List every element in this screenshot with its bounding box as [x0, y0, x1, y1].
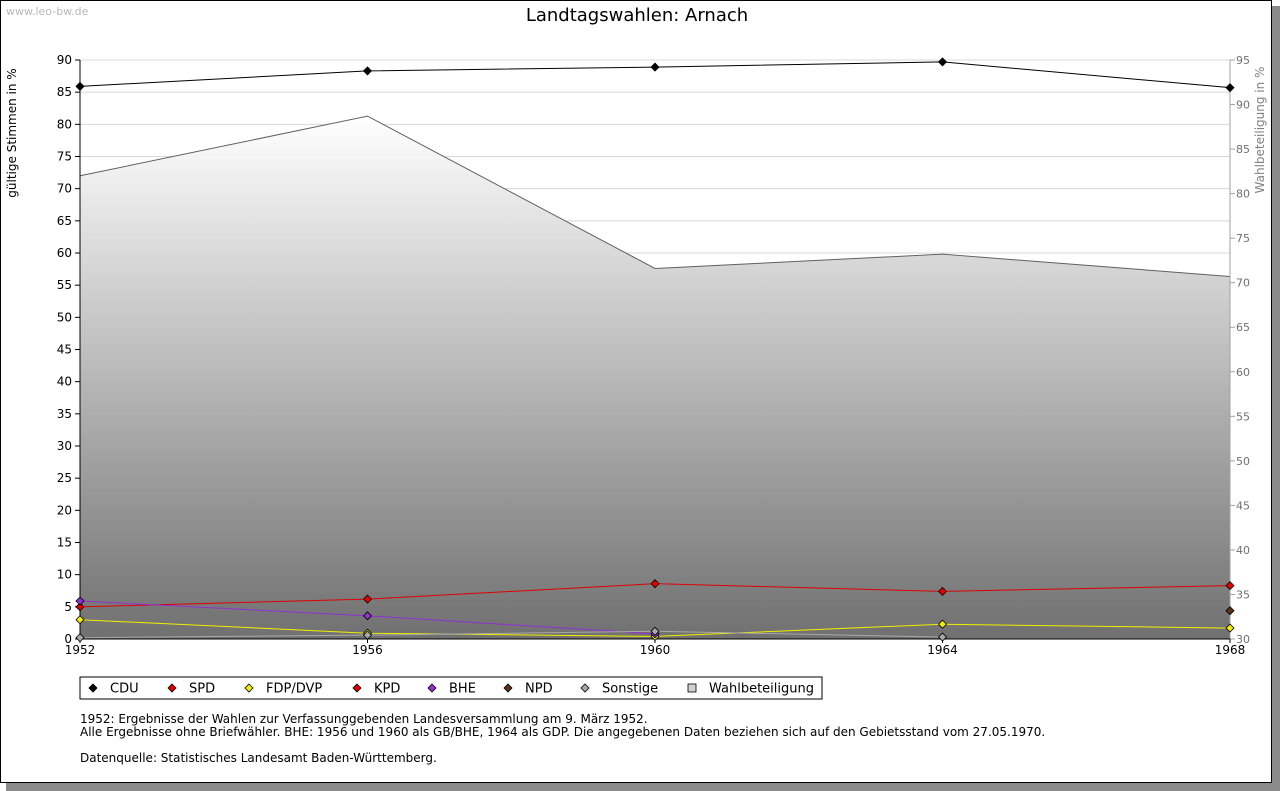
y-tick-label: 45: [57, 343, 72, 357]
footnotes: 1952: Ergebnisse der Wahlen zur Verfassu…: [80, 713, 1045, 765]
frame-shadow-right: [1272, 6, 1280, 791]
legend-marker-fdp-dvp: [244, 683, 254, 693]
y-tick-label: 30: [57, 439, 72, 453]
y-tick-label: 35: [57, 407, 72, 421]
y2-tick-label: 40: [1236, 544, 1250, 557]
watermark: www.leo-bw.de: [6, 5, 89, 18]
y-tick-label: 5: [64, 600, 72, 614]
point-fdp-dvp: [937, 619, 948, 629]
y-axis-label: gültige Stimmen in %: [5, 68, 19, 197]
y2-tick-label: 50: [1236, 455, 1250, 468]
series-line-sonstige: [79, 630, 943, 639]
turnout-area-fill: [80, 116, 1230, 639]
legend-label-wahlbeteiligung: Wahlbeteiligung: [709, 682, 814, 697]
point-spd: [650, 579, 660, 589]
footnote-source: Datenquelle: Statistisches Landesamt Bad…: [80, 751, 437, 765]
y-tick-label: 25: [57, 471, 72, 485]
y2-tick-label: 30: [1236, 633, 1250, 646]
y-tick-label: 50: [57, 310, 72, 324]
frame-shadow-bottom: [6, 783, 1280, 791]
y-tick-label: 80: [57, 117, 72, 131]
legend-label-npd: NPD: [525, 682, 553, 697]
y-tick-label: 20: [57, 503, 72, 517]
point-sonstige: [75, 633, 85, 643]
legend-label-spd: SPD: [189, 682, 215, 697]
y2-tick-label: 45: [1236, 499, 1250, 512]
x-tick-label: 1960: [640, 643, 671, 657]
y2-tick-label: 55: [1236, 410, 1250, 423]
x-tick-label: 1952: [65, 643, 96, 657]
y2-tick-label: 70: [1236, 277, 1250, 290]
legend-marker-kpd: [352, 683, 362, 693]
y2-tick-label: 65: [1236, 321, 1250, 334]
y-tick-label: 55: [57, 278, 72, 292]
axes: 0 5 10 15 20 25 30 35 40 45 50 55 60 65 70 75 80 85 90 30 35…: [57, 53, 1250, 657]
point-spd: [75, 602, 85, 612]
legend-marker-wahlbeteiligung: [687, 683, 697, 693]
legend-label-fdp-dvp: FDP/DVP: [266, 682, 322, 697]
y-tick-label: 70: [57, 182, 72, 196]
legend-marker-bhe: [427, 683, 437, 693]
point-npd: [1225, 606, 1235, 616]
x-tick-label: 1968: [1215, 643, 1246, 657]
legend-label-bhe: BHE: [449, 682, 476, 697]
point-sonstige: [362, 630, 373, 640]
legend-label-sonstige: Sonstige: [602, 682, 658, 697]
footnote-general: Alle Ergebnisse ohne Briefwähler. BHE: 1…: [80, 725, 1046, 739]
point-fdp-dvp: [75, 615, 85, 625]
y2-tick-label: 75: [1236, 232, 1250, 245]
legend-marker-sonstige: [580, 683, 590, 693]
point-bhe: [75, 596, 85, 606]
turnout-area: [79, 115, 1231, 639]
point-cdu: [650, 62, 660, 72]
point-spd: [937, 586, 948, 596]
legend-marker-npd: [503, 683, 513, 693]
chart-title: Landtagswahlen: Arnach: [526, 5, 748, 26]
y-tick-label: 60: [57, 246, 72, 260]
y-tick-label: 15: [57, 536, 72, 550]
legend-label-kpd: KPD: [374, 682, 400, 697]
party-series: [75, 57, 1235, 643]
y2-tick-label: 35: [1236, 588, 1250, 601]
point-fdp-dvp: [1225, 623, 1235, 633]
y2-tick-label: 85: [1236, 143, 1250, 156]
y2-tick-label: 60: [1236, 366, 1250, 379]
legend-box: [79, 676, 823, 700]
footnote-1952: 1952: Ergebnisse der Wahlen zur Verfassu…: [80, 712, 648, 726]
point-spd: [1225, 581, 1235, 591]
y-tick-label: 0: [64, 632, 72, 646]
y2-axis-label: Wahlbeteiligung in %: [1253, 67, 1267, 194]
x-tick-label: 1956: [352, 643, 383, 657]
y2-tick-label: 80: [1236, 188, 1250, 201]
y-tick-label: 90: [57, 53, 72, 67]
point-cdu: [75, 81, 85, 91]
point-sonstige: [650, 626, 660, 636]
y-tick-label: 65: [57, 214, 72, 228]
point-cdu: [1225, 83, 1235, 93]
y-tick-label: 40: [57, 375, 72, 389]
point-cdu: [362, 66, 373, 76]
legend-marker-cdu: [88, 683, 98, 693]
legend-marker-spd: [167, 683, 177, 693]
point-sonstige: [937, 632, 948, 642]
y-tick-label: 75: [57, 150, 72, 164]
y-tick-label: 85: [57, 85, 72, 99]
point-spd: [362, 594, 373, 604]
y2-tick-label: 95: [1236, 54, 1250, 67]
point-bhe: [362, 611, 373, 621]
x-tick-label: 1964: [927, 643, 958, 657]
y2-tick-label: 90: [1236, 99, 1250, 112]
legend: CDU SPD FDP/DVP KPD BHE NPD Sonstige Wahlbeteil…: [79, 676, 823, 700]
legend-label-cdu: CDU: [110, 682, 139, 697]
y-tick-label: 10: [57, 568, 72, 582]
turnout-area-outline: [79, 115, 1231, 277]
point-cdu: [937, 57, 948, 67]
